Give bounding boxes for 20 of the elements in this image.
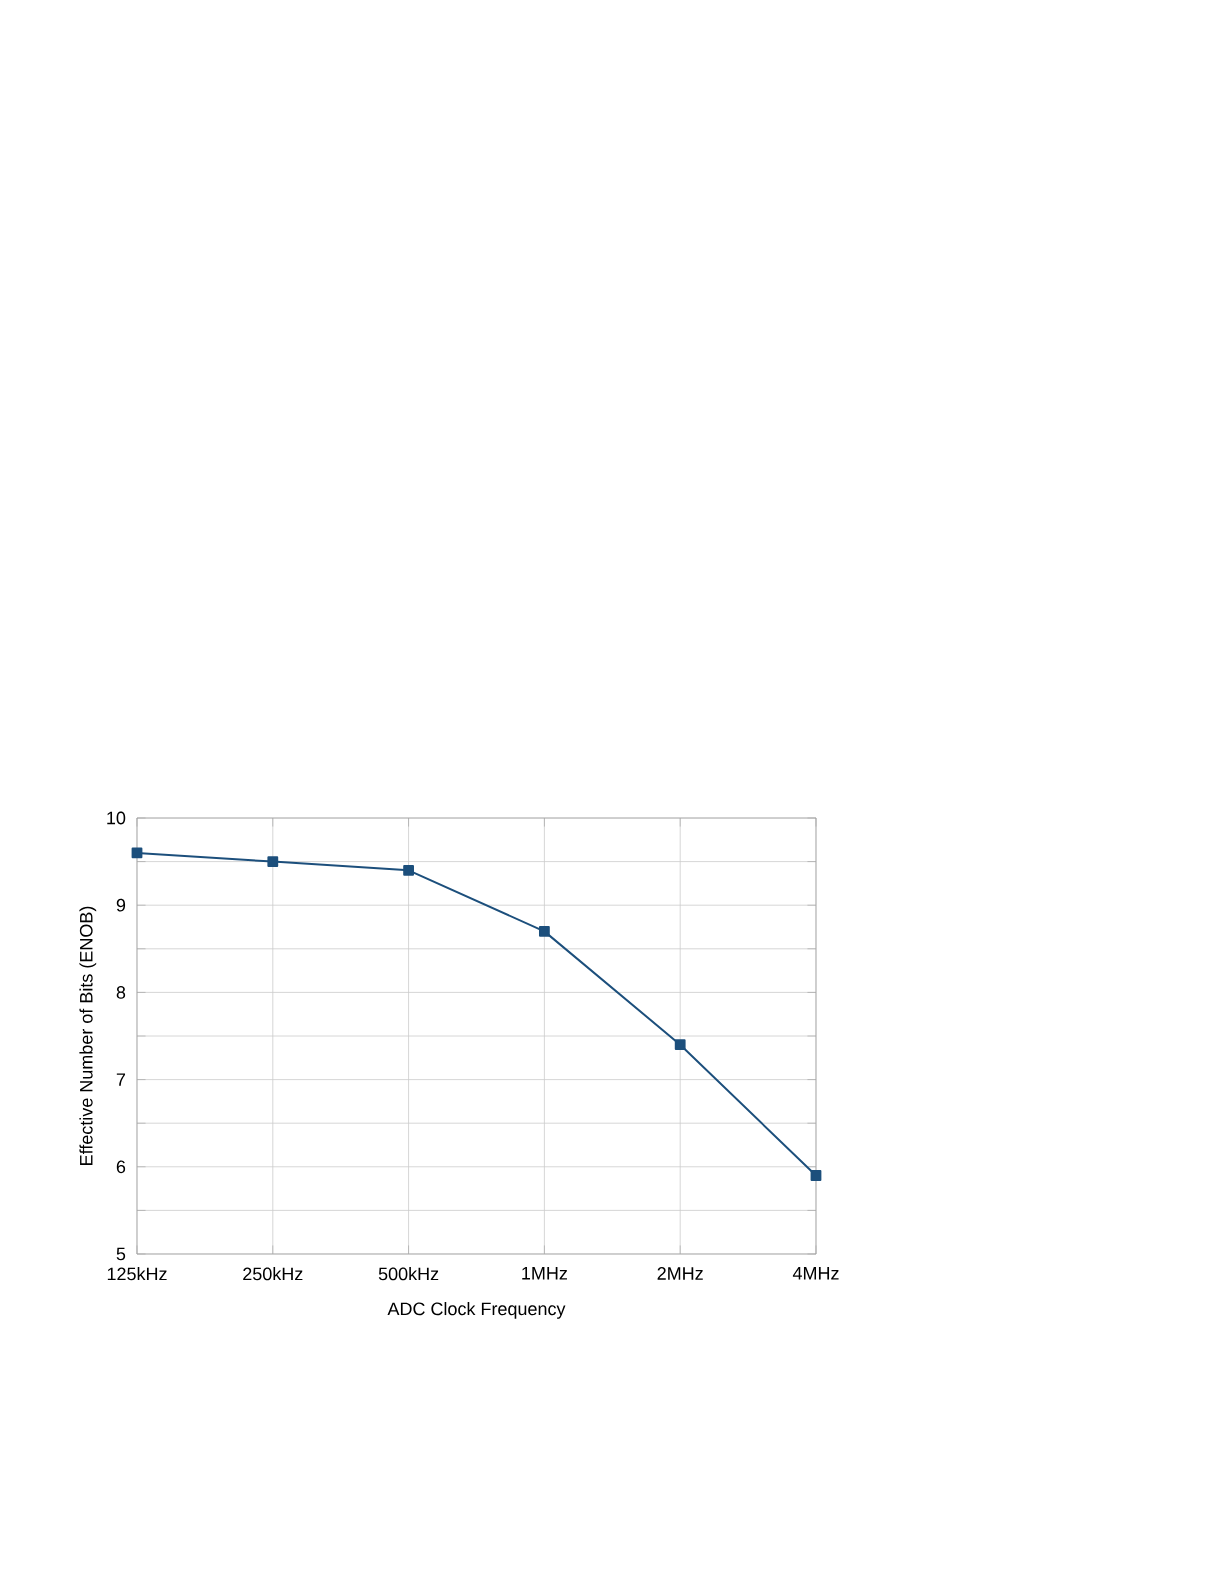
x-tick-label: 125kHz [107,1267,167,1281]
y-tick-label: 10 [107,811,126,825]
point [267,856,279,867]
x-tick-label: 4MHz [792,1267,839,1280]
y-tick-label: 6 [116,1160,126,1174]
x-axis-title: ADC Clock Frequency [387,1302,566,1319]
y-tick-label: 8 [116,986,126,999]
y-tick-label: 9 [116,898,126,912]
y-tick-label: 5 [116,1247,126,1261]
x-tick-label: 1MHz [522,1267,567,1280]
point [403,864,414,876]
point [810,1170,822,1181]
x-tick-label: 2MHz [657,1267,703,1280]
y-tick-label: 7 [116,1073,126,1086]
point [674,1039,686,1051]
y-axis-title: Effective Number of Bits (ENOB) [79,906,97,1165]
x-tick-label: 250kHz [243,1267,303,1281]
point [538,925,550,937]
x-tick-label: 500kHz [378,1267,439,1281]
point [131,847,143,859]
